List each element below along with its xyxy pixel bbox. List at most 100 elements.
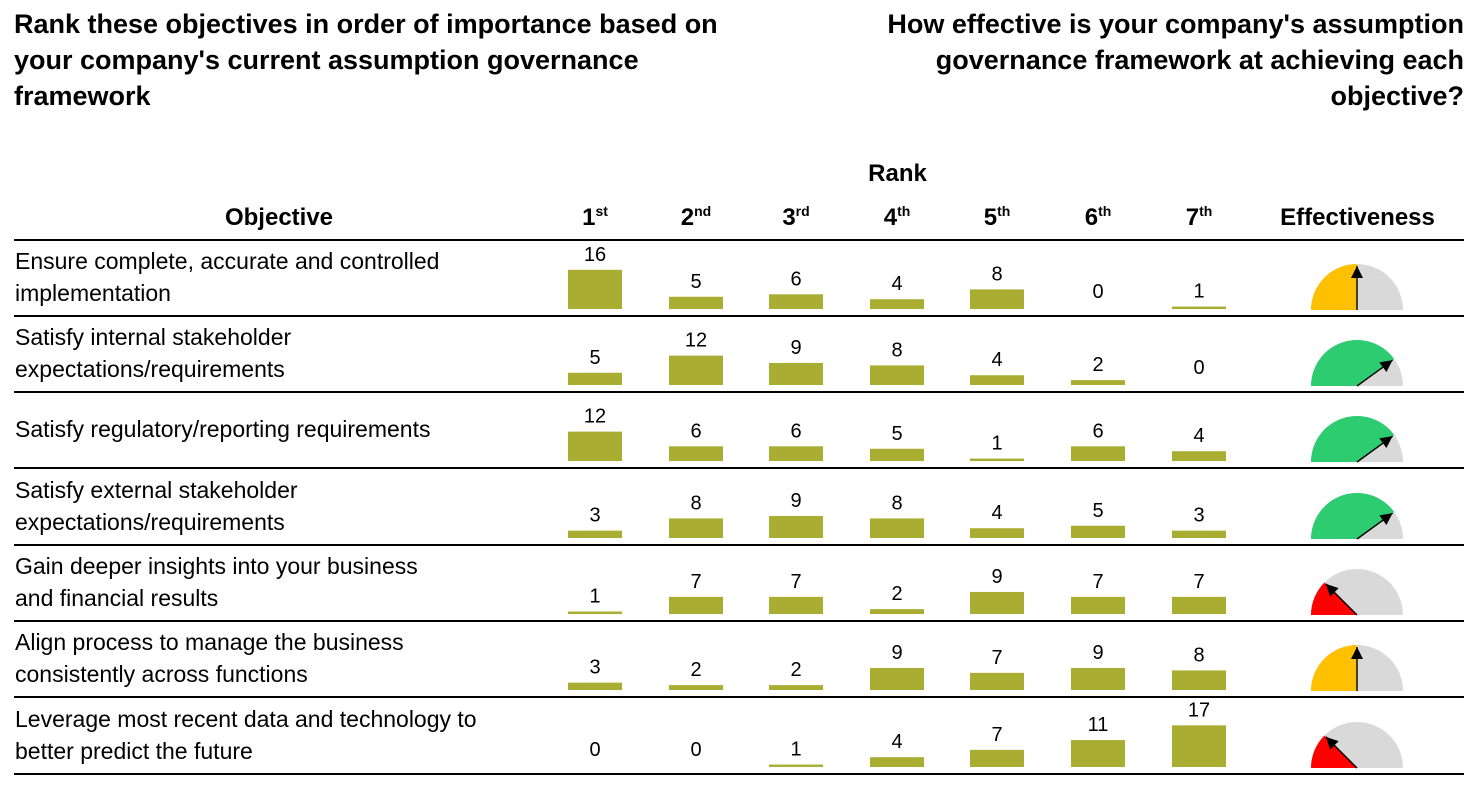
bar-value-label: 9 <box>790 490 801 512</box>
objective-label: Satisfy external stakeholder expectations… <box>15 474 298 538</box>
rank-bar <box>568 682 622 690</box>
rank-bar <box>769 685 823 690</box>
bar-value-label: 8 <box>1193 644 1204 666</box>
rank-header-5: 5th <box>957 203 1037 233</box>
rank-bar <box>769 596 823 614</box>
objective-label-line: expectations/requirements <box>15 509 285 535</box>
rank-header-suffix: th <box>897 203 911 219</box>
bar-value-label: 4 <box>1193 425 1204 447</box>
bar-value-label: 6 <box>790 420 801 442</box>
bar-value-label: 9 <box>1092 642 1103 664</box>
bar-value-label: 4 <box>991 502 1002 524</box>
rank-bar <box>1172 596 1226 614</box>
bar-value-label: 3 <box>589 657 600 679</box>
row-divider <box>14 544 1464 546</box>
rank-bar <box>669 518 723 538</box>
rank-header-number: 1 <box>582 204 596 231</box>
gauge-needle-arrowhead <box>1325 736 1339 750</box>
gauge-fill <box>1311 340 1395 386</box>
rank-bar <box>769 294 823 309</box>
bar-value-label: 4 <box>991 349 1002 371</box>
right-title: How effective is your company's assumpti… <box>887 9 1464 111</box>
rank-bar <box>769 362 823 385</box>
rank-header-number: 2 <box>680 204 695 231</box>
bar-value-label: 0 <box>690 739 701 761</box>
objective-label: Align process to manage the business cons… <box>15 626 404 690</box>
rank-bar <box>870 299 924 309</box>
rank-bar <box>669 596 723 614</box>
bar-value-label: 4 <box>891 731 902 753</box>
bar-value-label: 0 <box>1193 357 1204 379</box>
effectiveness-column-header: Effectiveness <box>1280 204 1435 231</box>
rank-bar <box>1071 596 1125 614</box>
bar-value-label: 2 <box>1092 354 1103 376</box>
bar-value-label: 1 <box>1193 281 1204 303</box>
rank-bar <box>769 446 823 461</box>
objective-label-line: Align process to manage the business <box>15 629 404 655</box>
rank-header-6: 6th <box>1058 203 1138 233</box>
objective-label-line: implementation <box>15 280 171 306</box>
bar-value-label: 1 <box>589 586 600 608</box>
rank-bar <box>669 685 723 690</box>
gauge-fill <box>1311 735 1357 768</box>
bar-value-label: 5 <box>589 347 600 369</box>
rank-header-number: 5 <box>983 204 998 231</box>
bar-value-label: 9 <box>790 337 801 359</box>
rank-bar <box>1172 670 1226 690</box>
bar-value-label: 1 <box>790 739 801 761</box>
row-divider <box>14 467 1464 469</box>
rank-header-suffix: nd <box>694 203 712 219</box>
rank-header-suffix: th <box>997 203 1011 219</box>
rank-bar <box>970 458 1024 461</box>
rank-bar <box>568 431 622 461</box>
gauge-needle-arrowhead <box>1379 513 1393 526</box>
row-divider <box>14 239 1464 241</box>
bar-value-label: 7 <box>991 647 1002 669</box>
bar-value-label: 12 <box>584 406 606 428</box>
objective-label-line: Gain deeper insights into your business <box>15 553 418 579</box>
left-title: Rank these objectives in order of import… <box>14 9 718 111</box>
rank-bar <box>970 749 1024 767</box>
bar-value-label: 2 <box>891 583 902 605</box>
bar-value-label: 2 <box>690 659 701 681</box>
row-divider <box>14 773 1464 775</box>
bar-value-label: 7 <box>1193 571 1204 593</box>
rank-bar <box>970 672 1024 690</box>
objective-label-line: consistently across functions <box>15 661 308 687</box>
rank-bar <box>870 609 924 614</box>
rank-header-7: 7th <box>1159 203 1239 233</box>
bar-value-label: 7 <box>790 571 801 593</box>
objective-label-line: Ensure complete, accurate and controlled <box>15 248 440 274</box>
bar-value-label: 8 <box>891 339 902 361</box>
rank-bar <box>870 448 924 461</box>
gauge-needle-arrowhead <box>1379 360 1393 373</box>
rank-bar <box>568 269 622 309</box>
bar-value-label: 12 <box>685 330 707 352</box>
bar-value-label: 7 <box>690 571 701 593</box>
objective-label-line: Satisfy regulatory/reporting requirement… <box>15 416 431 442</box>
rank-bar <box>870 757 924 767</box>
rank-bar <box>1172 451 1226 461</box>
objective-label-line: Satisfy external stakeholder <box>15 477 298 503</box>
objective-label: Leverage most recent data and technology… <box>15 703 477 767</box>
gauge-needle-arrowhead <box>1351 266 1363 278</box>
rank-bar <box>568 530 622 538</box>
rank-bar <box>1071 667 1125 690</box>
gauge-fill <box>1311 264 1357 310</box>
gauge-needle-arrowhead <box>1325 583 1339 597</box>
rank-bar <box>1071 525 1125 538</box>
objective-label: Satisfy regulatory/reporting requirement… <box>15 413 430 445</box>
objective-label: Ensure complete, accurate and controlled… <box>15 245 439 309</box>
objective-label: Satisfy internal stakeholder expectations… <box>15 321 291 385</box>
gauge-fill <box>1311 493 1395 539</box>
bar-value-label: 5 <box>1092 500 1103 522</box>
objective-label-line: Satisfy internal stakeholder <box>15 324 292 350</box>
bar-value-label: 8 <box>891 492 902 514</box>
rank-header-suffix: th <box>1098 203 1112 219</box>
rank-bar <box>568 372 622 385</box>
rank-bar <box>970 591 1024 614</box>
bar-value-label: 5 <box>891 423 902 445</box>
gauge-fill <box>1311 582 1357 615</box>
objective-label-line: Leverage most recent data and technology… <box>15 706 477 732</box>
bar-value-label: 3 <box>1193 505 1204 527</box>
